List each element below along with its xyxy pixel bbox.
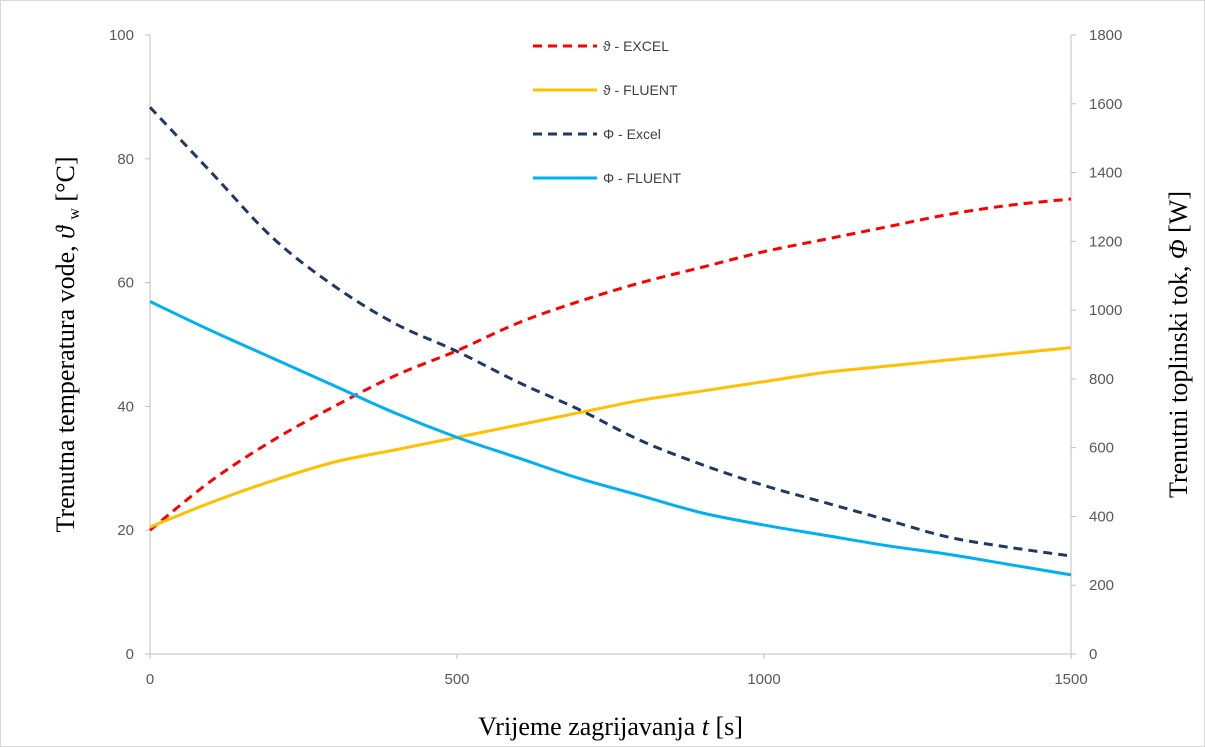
y-right-tick-label: 0 (1089, 646, 1097, 663)
legend-label-2: Φ - Excel (603, 126, 661, 142)
x-tick-label: 1500 (1054, 671, 1087, 688)
x-tick-label: 1000 (747, 671, 780, 688)
y-right-tick-label: 1200 (1089, 233, 1122, 250)
legend: ϑ - EXCEL ϑ - FLUENT Φ - Excel Φ - FLUENT (533, 38, 682, 186)
y-right-tick-label: 200 (1089, 577, 1114, 594)
y-left-tick-label: 40 (117, 398, 134, 415)
x-tick-label: 0 (146, 671, 154, 688)
axes: 0 500 1000 15000204060801000200400600800100… (109, 27, 1122, 688)
series-line-2 (148, 106, 1072, 558)
y-left-tick-label: 100 (109, 27, 134, 44)
y-left-tick-label: 60 (117, 275, 134, 292)
y-left-tick-label: 80 (117, 151, 134, 168)
series-line-3 (149, 300, 1072, 577)
x-tick-label: 500 (444, 671, 469, 688)
y-left-tick-label: 0 (126, 646, 134, 663)
y-right-tick-label: 1600 (1089, 96, 1122, 113)
axis-titles: Vrijeme zagrijavanja t [s] Trenutna temp… (51, 156, 1193, 741)
y-right-tick-label: 1800 (1089, 27, 1122, 44)
y-left-tick-label: 20 (117, 522, 134, 539)
y-right-tick-label: 1400 (1089, 165, 1122, 182)
y-right-tick-label: 600 (1089, 440, 1114, 457)
x-axis-title: Vrijeme zagrijavanja t [s] (478, 712, 743, 741)
y-right-tick-label: 800 (1089, 371, 1114, 388)
legend-label-1: ϑ - FLUENT (603, 82, 678, 98)
legend-label-3: Φ - FLUENT (603, 170, 682, 186)
y-right-tick-label: 1000 (1089, 302, 1122, 319)
series-layer (148, 106, 1072, 577)
y-left-axis-title: Trenutna temperatura vode, ϑ w [°C] (51, 156, 85, 532)
y-right-tick-label: 400 (1089, 508, 1114, 525)
y-right-axis-title: Trenutni toplinski tok, Φ [W] (1164, 191, 1193, 498)
series-line-1 (149, 346, 1072, 529)
legend-label-0: ϑ - EXCEL (603, 38, 669, 54)
series-line-0 (149, 197, 1072, 532)
